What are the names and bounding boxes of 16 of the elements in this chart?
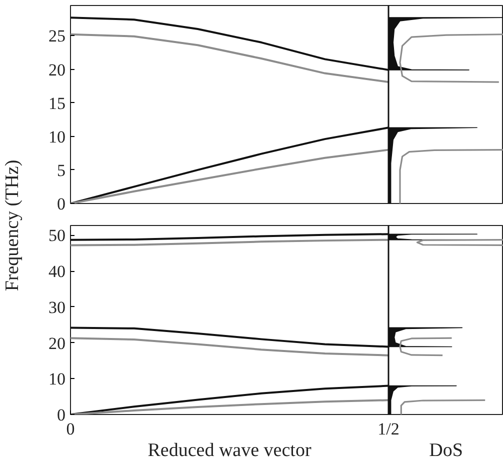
x-tick-label: 1/2 <box>378 420 400 438</box>
x-axis-title: DoS <box>429 440 463 459</box>
y-tick-label: 20 <box>48 60 66 80</box>
y-tick-label: 0 <box>57 406 66 424</box>
y-tick-label: 10 <box>48 370 66 389</box>
y-tick-label: 15 <box>48 94 66 113</box>
y-tick-label: 0 <box>57 194 66 214</box>
y-tick-label: 30 <box>48 298 66 317</box>
x-axis-title: Reduced wave vector <box>148 440 312 459</box>
y-tick-label: 10 <box>48 127 66 146</box>
y-tick-label: 5 <box>57 160 66 180</box>
y-tick-label: 25 <box>48 26 66 46</box>
y-tick-label: 20 <box>48 334 66 353</box>
y-tick-label: 50 <box>48 226 66 246</box>
y-axis-title: Frequency (THz) <box>2 160 24 292</box>
y-tick-label: 40 <box>48 262 66 282</box>
